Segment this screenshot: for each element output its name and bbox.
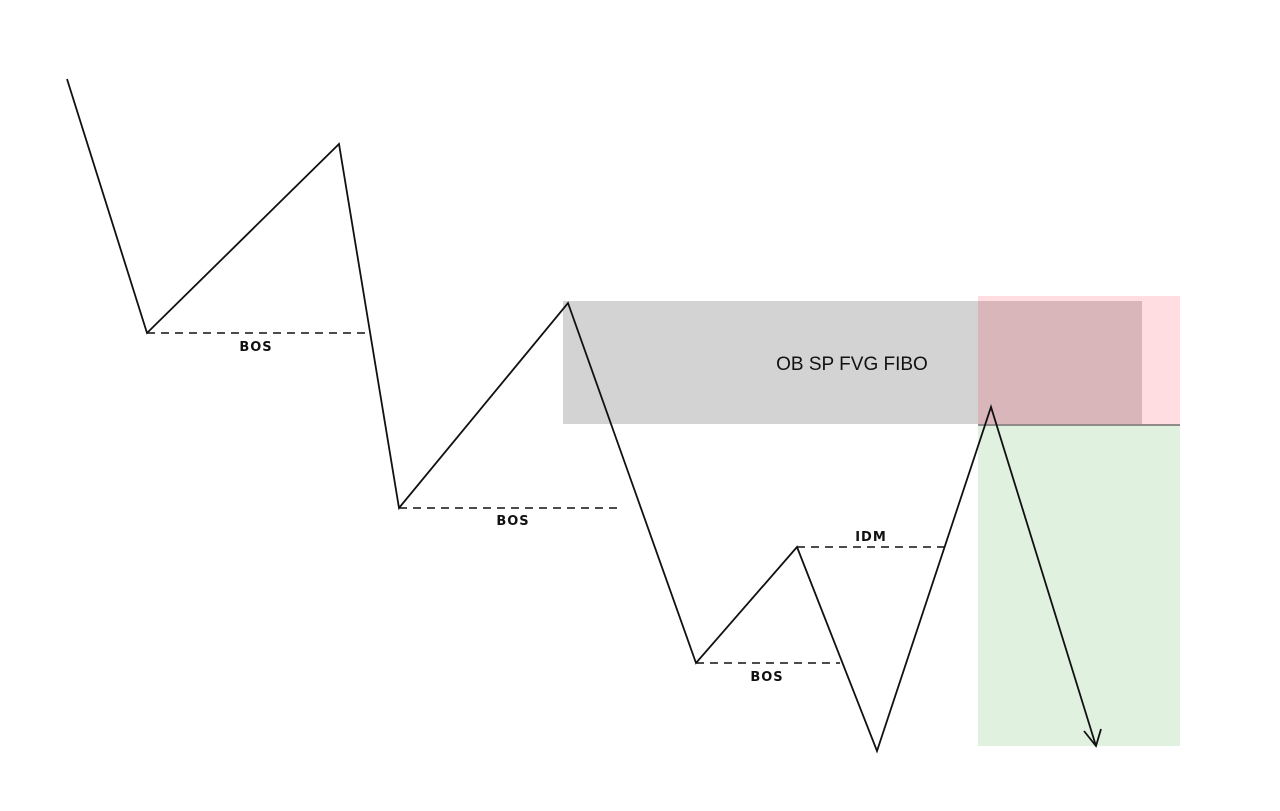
zone-label: OB SP FVG FIBO — [776, 354, 928, 375]
bos-label-3: BOS — [750, 670, 783, 685]
reward-box — [978, 425, 1180, 746]
structure-levels — [147, 332, 944, 664]
bos-label-1: BOS — [239, 340, 272, 355]
zone-risk-overlap — [978, 301, 1142, 424]
arrow-head-icon — [1083, 728, 1102, 748]
idm-label: IDM — [855, 530, 887, 545]
bos-label-2: BOS — [496, 514, 529, 529]
price-path — [66, 78, 1097, 754]
